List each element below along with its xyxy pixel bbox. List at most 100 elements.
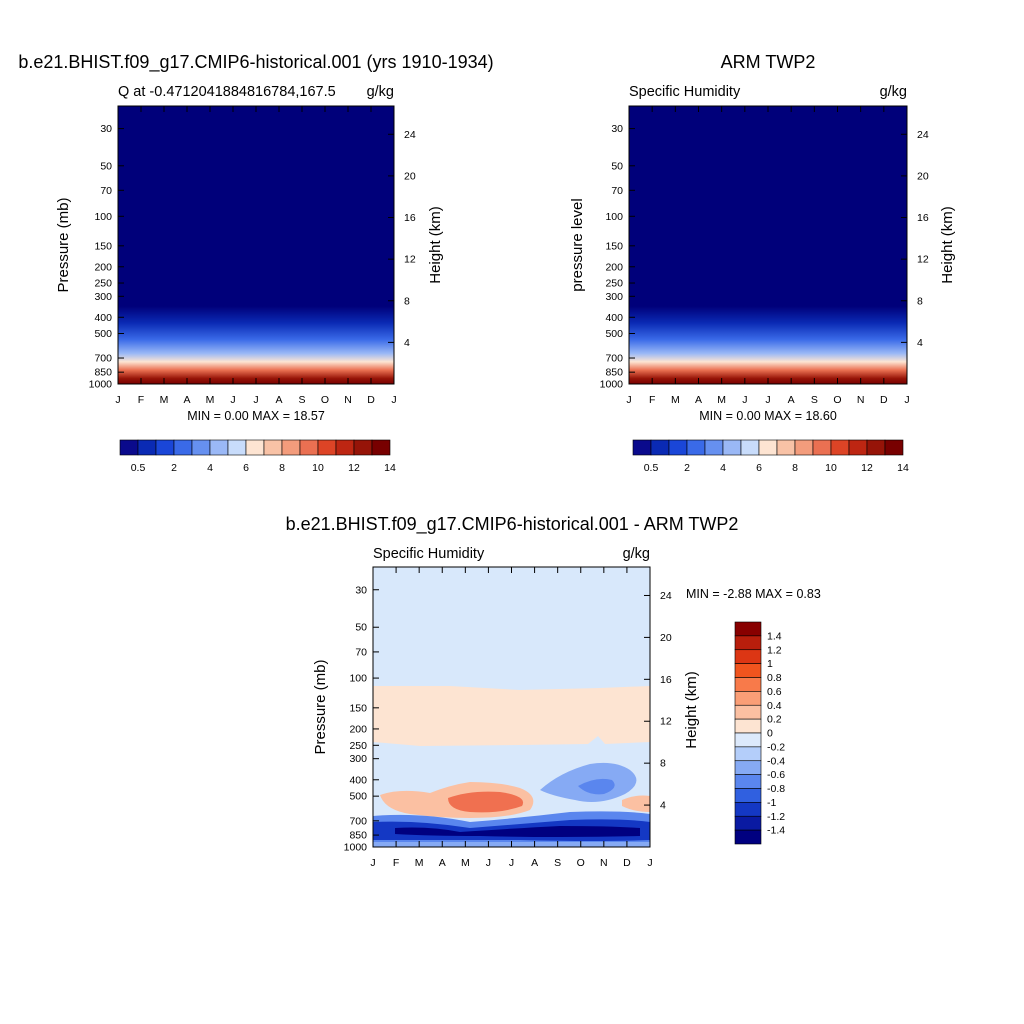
- y-right-tick-label: 16: [660, 674, 672, 686]
- colorbar-label: 14: [897, 462, 909, 474]
- colorbar-swatch: [734, 677, 762, 692]
- colorbar-label: 0.8: [767, 672, 782, 684]
- colorbar-label: 0: [767, 728, 773, 740]
- colorbar-label: 12: [861, 462, 873, 474]
- y-tick-label: 30: [100, 123, 112, 135]
- y-tick-label: 850: [605, 367, 623, 379]
- x-tick-label: J: [253, 394, 258, 406]
- colorbar-swatch: [668, 439, 688, 456]
- colorbar-label: 12: [348, 462, 360, 474]
- x-tick-label: A: [788, 394, 795, 406]
- y-tick-label: 50: [611, 160, 623, 172]
- y-tick-label: 300: [94, 291, 112, 303]
- x-tick-label: N: [344, 394, 352, 406]
- colorbar-swatch: [758, 439, 778, 456]
- x-tick-label: F: [393, 857, 399, 869]
- y-tick-label: 700: [605, 353, 623, 365]
- y-tick-label: 250: [94, 278, 112, 290]
- colorbar-swatch: [734, 732, 762, 748]
- x-tick-label: J: [765, 394, 770, 406]
- y-right-tick-label: 4: [660, 800, 666, 812]
- x-tick-label: A: [531, 857, 538, 869]
- colorbar-swatch: [734, 691, 762, 706]
- colorbar-swatch: [335, 439, 355, 456]
- x-tick-label: J: [626, 394, 631, 406]
- panel-obs-y-ticks-right: 24 20 16 12 8 4: [901, 129, 929, 349]
- colorbar-label: 0.2: [767, 714, 782, 726]
- x-tick-label: A: [695, 394, 702, 406]
- y-tick-label: 300: [605, 291, 623, 303]
- colorbar-swatch: [734, 802, 762, 817]
- y-tick-label: 70: [100, 185, 112, 197]
- x-tick-label: J: [904, 394, 909, 406]
- colorbar-swatch: [734, 829, 762, 845]
- y-tick-label: 100: [94, 211, 112, 223]
- y-right-tick-label: 4: [917, 337, 923, 349]
- colorbar-swatch: [812, 439, 832, 456]
- colorbar-swatch: [137, 439, 157, 456]
- colorbar-swatch: [734, 746, 762, 762]
- x-tick-label: N: [857, 394, 865, 406]
- colorbar-label: 8: [792, 462, 798, 474]
- y-right-tick-label: 12: [917, 254, 929, 266]
- colorbar-label: -0.8: [767, 783, 785, 795]
- colorbar-swatch: [830, 439, 850, 456]
- y-right-tick-label: 24: [660, 590, 672, 602]
- colorbar-swatch: [317, 439, 337, 456]
- colorbar-swatch: [209, 439, 229, 456]
- colorbar-swatch: [734, 788, 762, 803]
- colorbar-label: 2: [171, 462, 177, 474]
- x-tick-label: M: [206, 394, 215, 406]
- y-tick-label: 500: [349, 791, 367, 803]
- colorbar-swatch: [227, 439, 247, 456]
- y-tick-label: 400: [94, 312, 112, 324]
- x-tick-label: J: [742, 394, 747, 406]
- y-tick-label: 150: [94, 240, 112, 252]
- colorbar-swatch: [848, 439, 868, 456]
- x-tick-label: O: [321, 394, 329, 406]
- y-tick-label: 500: [94, 328, 112, 340]
- y-tick-label: 1000: [600, 379, 624, 391]
- y-right-tick-label: 16: [917, 212, 929, 224]
- colorbar-swatch: [299, 439, 319, 456]
- y-tick-label: 30: [611, 123, 623, 135]
- x-tick-label: M: [461, 857, 470, 869]
- y-right-tick-label: 8: [660, 758, 666, 770]
- colorbar-label: -1: [767, 797, 776, 809]
- panel-model-title: b.e21.BHIST.f09_g17.CMIP6-historical.001…: [18, 52, 493, 73]
- diff-mid-positive-right: [622, 795, 650, 812]
- y-tick-label: 200: [349, 723, 367, 735]
- y-tick-label: 850: [349, 830, 367, 842]
- y-tick-label: 400: [349, 774, 367, 786]
- panel-model-y-ticks-right: 24 20 16 12 8 4: [388, 129, 416, 349]
- y-right-tick-label: 12: [404, 254, 416, 266]
- colorbar-swatch: [704, 439, 724, 456]
- colorbar-swatch: [173, 439, 193, 456]
- y-tick-label: 700: [349, 815, 367, 827]
- y-tick-label: 1000: [344, 842, 368, 854]
- panel-diff-subtitle-right: g/kg: [623, 546, 650, 562]
- x-tick-label: S: [298, 394, 305, 406]
- x-tick-label: O: [577, 857, 585, 869]
- diff-mid-positive-core: [448, 791, 524, 813]
- panel-diff-title: b.e21.BHIST.f09_g17.CMIP6-historical.001…: [286, 514, 739, 535]
- y-right-tick-label: 20: [404, 170, 416, 182]
- y-tick-label: 250: [605, 278, 623, 290]
- colorbar-label: 1: [767, 658, 773, 670]
- colorbar-swatch: [734, 718, 762, 734]
- colorbar-label: 0.5: [644, 462, 659, 474]
- colorbar-swatch: [776, 439, 796, 456]
- colorbar-label: 0.4: [767, 700, 782, 712]
- x-tick-label: J: [391, 394, 396, 406]
- panel-obs-plot-area: [628, 105, 908, 385]
- panel-obs-ylabel: pressure level: [569, 198, 586, 291]
- panel-model-stats: MIN = 0.00 MAX = 18.57: [187, 409, 325, 423]
- y-tick-label: 150: [605, 240, 623, 252]
- colorbar-swatch: [632, 439, 652, 456]
- colorbar-label: -1.2: [767, 811, 785, 823]
- colorbar-swatch: [119, 439, 139, 456]
- colorbar-label: -1.4: [767, 825, 785, 837]
